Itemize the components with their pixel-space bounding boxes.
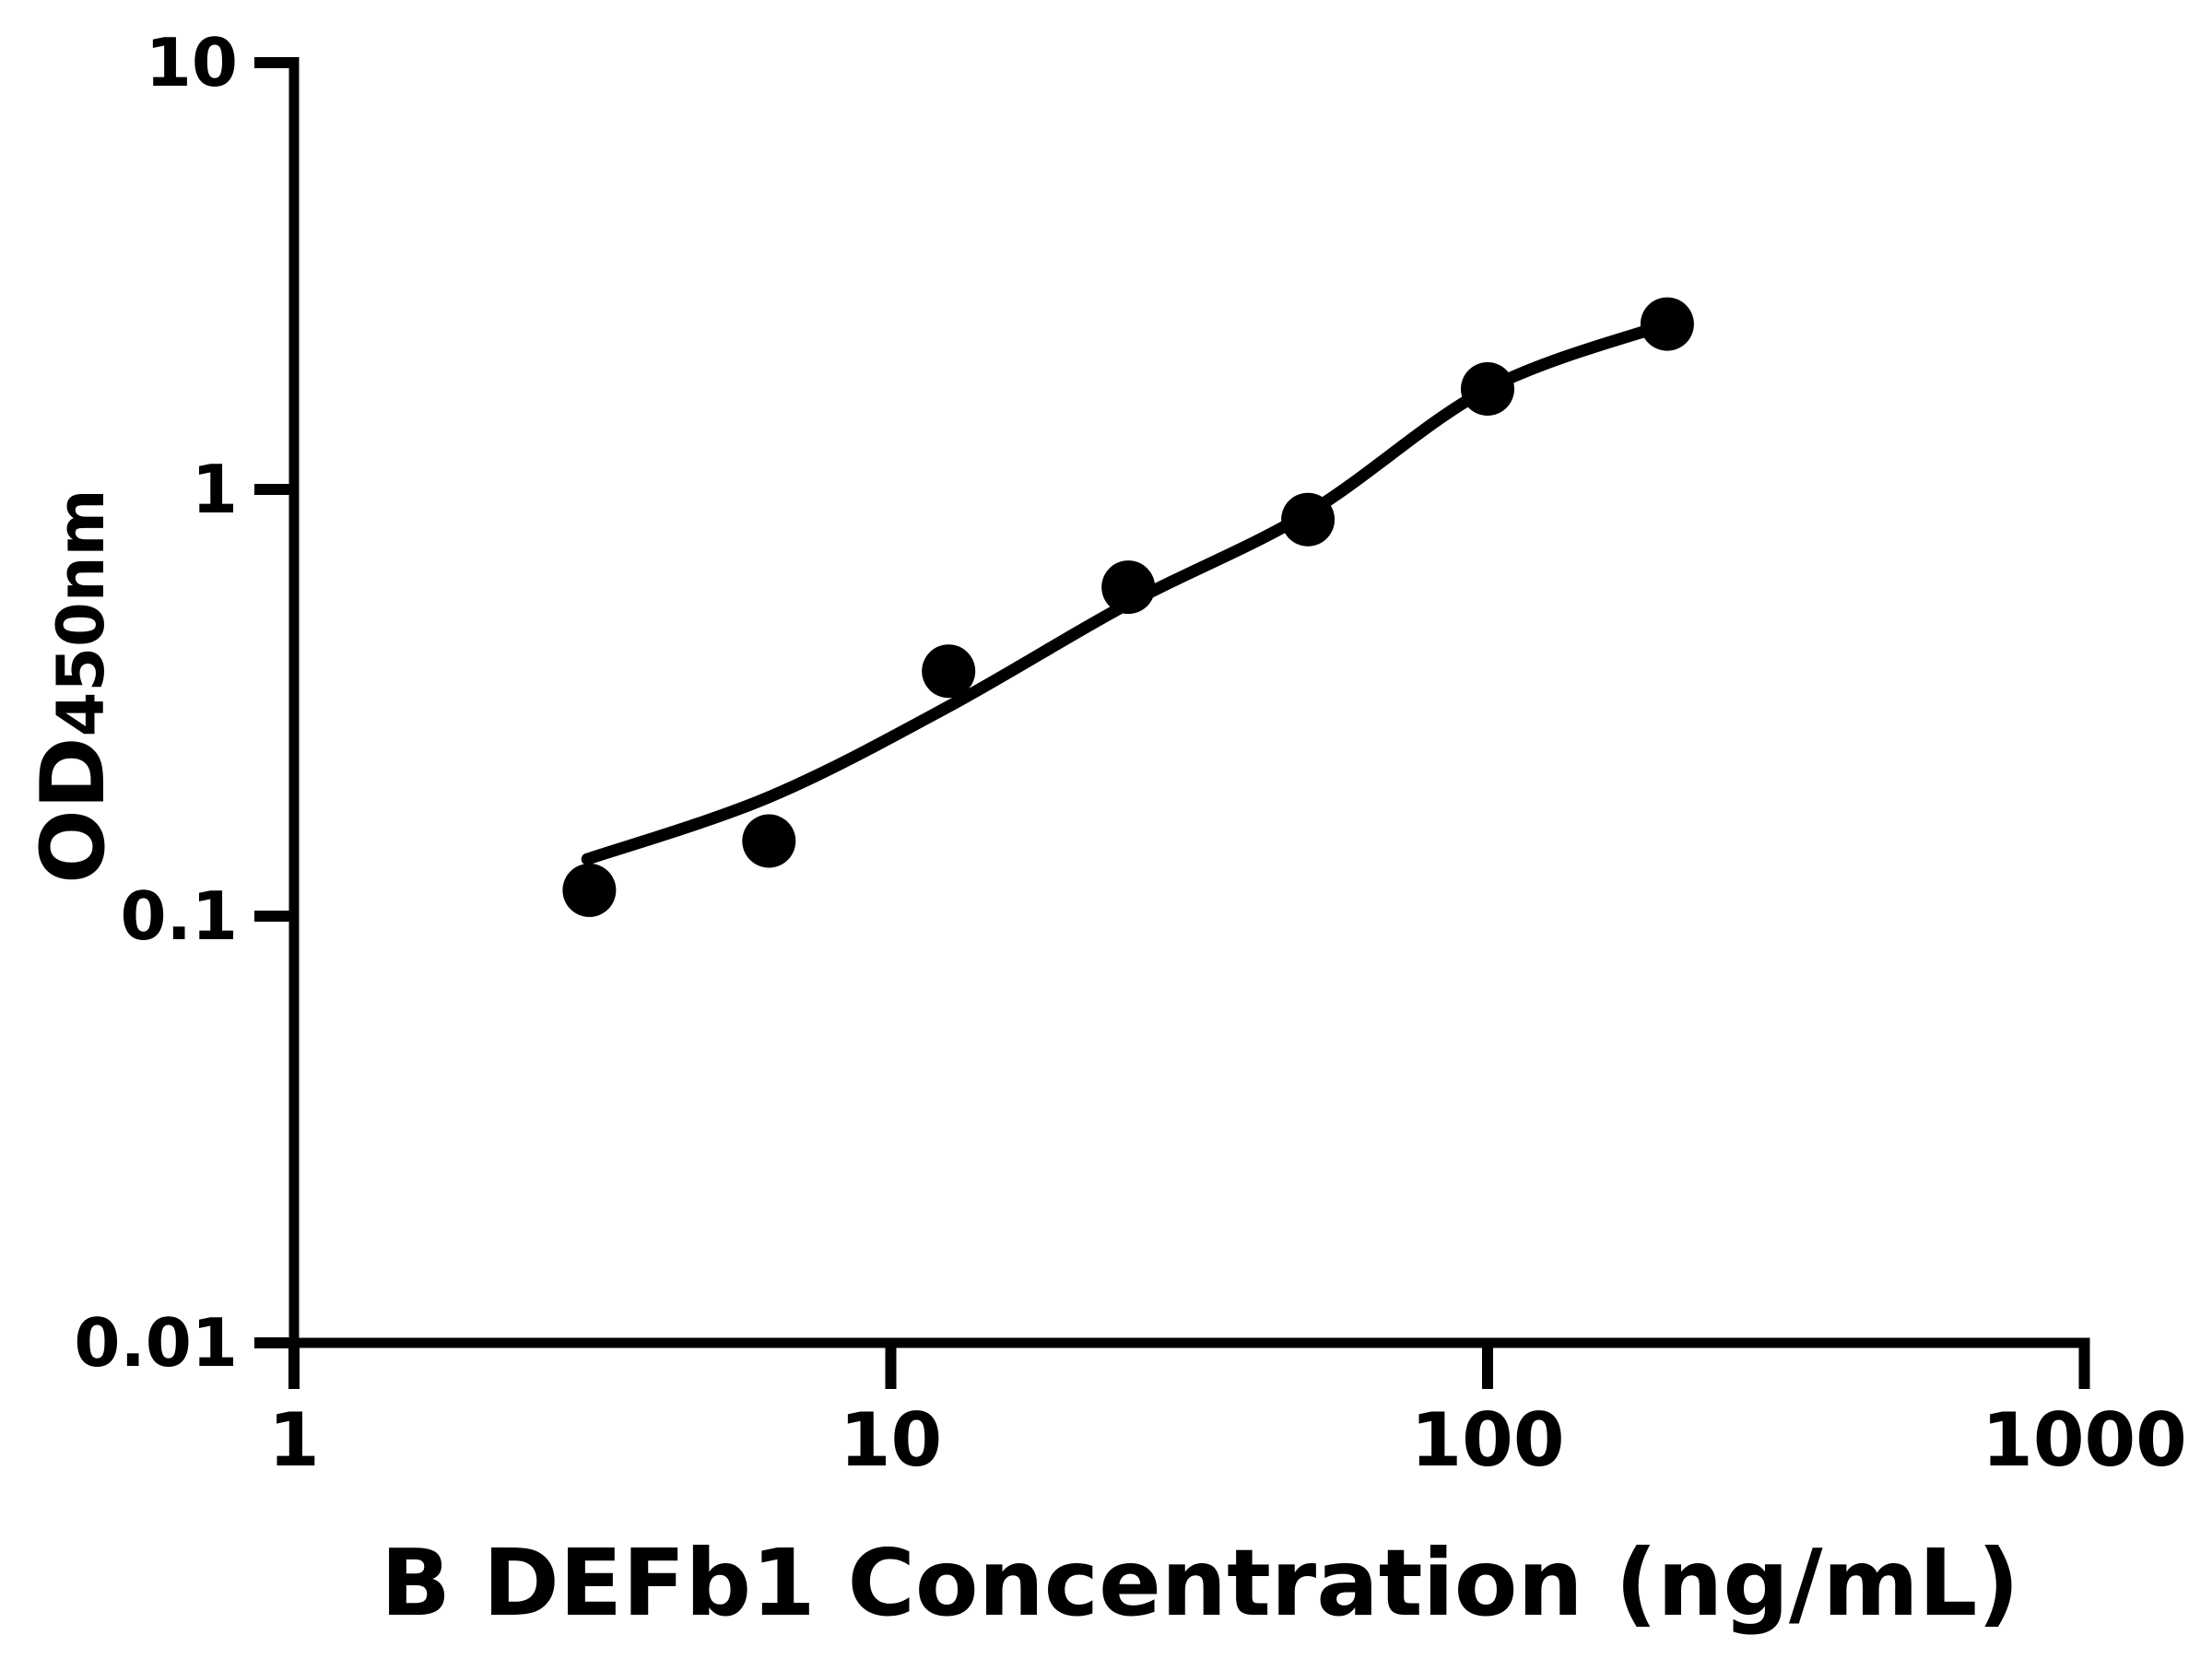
x-tick-label: 1000: [1982, 1397, 2187, 1483]
y-tick-label: 10: [146, 24, 238, 101]
data-point: [1101, 560, 1156, 615]
y-axis-title: OD450nm: [23, 488, 124, 884]
y-axis-title-subscript: 450nm: [43, 488, 119, 736]
plot-area: 10 1 0.1 0.01 1 10 100 1000: [74, 24, 2186, 1483]
y-tick-label: 0.01: [74, 1304, 238, 1382]
data-point: [1281, 492, 1335, 547]
y-axis-title-main: OD: [23, 736, 124, 884]
data-point: [922, 644, 976, 699]
data-point: [1640, 297, 1694, 351]
y-tick-label: 1: [192, 451, 238, 528]
data-point: [742, 814, 796, 868]
x-tick-label: 10: [840, 1397, 942, 1483]
data-point: [1461, 362, 1514, 416]
x-tick-label: 1: [268, 1397, 320, 1483]
axis-spine: [288, 57, 2090, 1348]
x-axis-title: B DEFb1 Concentration (ng/mL): [381, 1529, 2019, 1637]
y-tick-label: 0.1: [120, 877, 238, 955]
x-tick-label: 100: [1411, 1397, 1565, 1483]
data-point: [562, 863, 617, 917]
